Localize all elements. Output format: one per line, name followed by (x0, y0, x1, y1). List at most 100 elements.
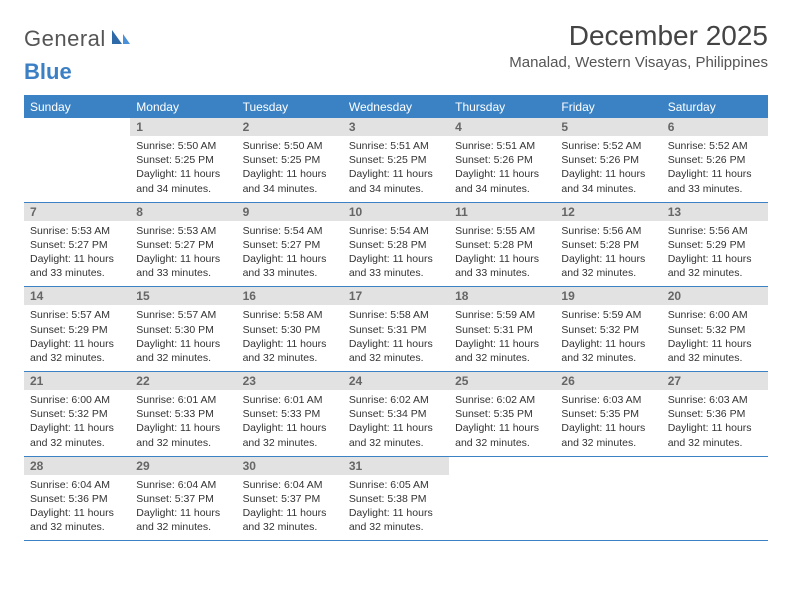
sunset-text: Sunset: 5:33 PM (136, 407, 230, 421)
day-data: Sunrise: 6:04 AMSunset: 5:37 PMDaylight:… (130, 475, 236, 541)
sunrise-text: Sunrise: 6:02 AM (455, 393, 549, 407)
sunrise-text: Sunrise: 6:03 AM (668, 393, 762, 407)
daylight-text: Daylight: 11 hours and 34 minutes. (561, 167, 655, 195)
day-data: Sunrise: 5:50 AMSunset: 5:25 PMDaylight:… (237, 136, 343, 202)
day-number: 27 (662, 372, 768, 390)
dow-wednesday: Wednesday (343, 96, 449, 119)
title-block: December 2025 Manalad, Western Visayas, … (509, 20, 768, 71)
day-cell: 6Sunrise: 5:52 AMSunset: 5:26 PMDaylight… (662, 118, 768, 202)
day-data: Sunrise: 6:02 AMSunset: 5:35 PMDaylight:… (449, 390, 555, 456)
sunrise-text: Sunrise: 5:52 AM (668, 139, 762, 153)
day-data: Sunrise: 6:04 AMSunset: 5:37 PMDaylight:… (237, 475, 343, 541)
day-data: Sunrise: 6:03 AMSunset: 5:36 PMDaylight:… (662, 390, 768, 456)
sunset-text: Sunset: 5:25 PM (349, 153, 443, 167)
sunset-text: Sunset: 5:37 PM (243, 492, 337, 506)
day-number: 17 (343, 287, 449, 305)
day-number: 15 (130, 287, 236, 305)
day-number: 11 (449, 203, 555, 221)
day-data: Sunrise: 5:58 AMSunset: 5:30 PMDaylight:… (237, 305, 343, 371)
daylight-text: Daylight: 11 hours and 32 minutes. (136, 421, 230, 449)
daylight-text: Daylight: 11 hours and 33 minutes. (243, 252, 337, 280)
day-cell (449, 456, 555, 541)
day-data: Sunrise: 6:03 AMSunset: 5:35 PMDaylight:… (555, 390, 661, 456)
sunset-text: Sunset: 5:31 PM (455, 323, 549, 337)
logo-part2: Blue (24, 59, 72, 85)
sunset-text: Sunset: 5:29 PM (30, 323, 124, 337)
sunset-text: Sunset: 5:28 PM (455, 238, 549, 252)
daylight-text: Daylight: 11 hours and 32 minutes. (30, 506, 124, 534)
daylight-text: Daylight: 11 hours and 32 minutes. (349, 506, 443, 534)
day-cell: 12Sunrise: 5:56 AMSunset: 5:28 PMDayligh… (555, 202, 661, 287)
day-data: Sunrise: 5:56 AMSunset: 5:28 PMDaylight:… (555, 221, 661, 287)
daylight-text: Daylight: 11 hours and 34 minutes. (349, 167, 443, 195)
day-number: 20 (662, 287, 768, 305)
sunset-text: Sunset: 5:25 PM (136, 153, 230, 167)
sunset-text: Sunset: 5:36 PM (668, 407, 762, 421)
sunrise-text: Sunrise: 5:53 AM (30, 224, 124, 238)
sunrise-text: Sunrise: 6:01 AM (136, 393, 230, 407)
sunrise-text: Sunrise: 6:05 AM (349, 478, 443, 492)
day-cell: 21Sunrise: 6:00 AMSunset: 5:32 PMDayligh… (24, 372, 130, 457)
day-number: 26 (555, 372, 661, 390)
sunrise-text: Sunrise: 6:04 AM (243, 478, 337, 492)
sunrise-text: Sunrise: 6:04 AM (136, 478, 230, 492)
day-data: Sunrise: 6:04 AMSunset: 5:36 PMDaylight:… (24, 475, 130, 541)
day-data: Sunrise: 5:51 AMSunset: 5:26 PMDaylight:… (449, 136, 555, 202)
sunrise-text: Sunrise: 5:50 AM (136, 139, 230, 153)
daylight-text: Daylight: 11 hours and 32 minutes. (30, 421, 124, 449)
daylight-text: Daylight: 11 hours and 32 minutes. (561, 252, 655, 280)
day-data: Sunrise: 5:57 AMSunset: 5:30 PMDaylight:… (130, 305, 236, 371)
dow-sunday: Sunday (24, 96, 130, 119)
sunrise-text: Sunrise: 5:51 AM (349, 139, 443, 153)
day-data: Sunrise: 5:51 AMSunset: 5:25 PMDaylight:… (343, 136, 449, 202)
day-cell: 31Sunrise: 6:05 AMSunset: 5:38 PMDayligh… (343, 456, 449, 541)
day-data: Sunrise: 6:01 AMSunset: 5:33 PMDaylight:… (130, 390, 236, 456)
sunset-text: Sunset: 5:30 PM (243, 323, 337, 337)
sunrise-text: Sunrise: 5:52 AM (561, 139, 655, 153)
day-cell: 14Sunrise: 5:57 AMSunset: 5:29 PMDayligh… (24, 287, 130, 372)
sunset-text: Sunset: 5:37 PM (136, 492, 230, 506)
day-cell: 7Sunrise: 5:53 AMSunset: 5:27 PMDaylight… (24, 202, 130, 287)
week-row: 1Sunrise: 5:50 AMSunset: 5:25 PMDaylight… (24, 118, 768, 202)
day-cell: 15Sunrise: 5:57 AMSunset: 5:30 PMDayligh… (130, 287, 236, 372)
month-title: December 2025 (509, 20, 768, 52)
sunrise-text: Sunrise: 5:59 AM (455, 308, 549, 322)
sunrise-text: Sunrise: 5:54 AM (349, 224, 443, 238)
daylight-text: Daylight: 11 hours and 32 minutes. (349, 337, 443, 365)
sunset-text: Sunset: 5:28 PM (561, 238, 655, 252)
daylight-text: Daylight: 11 hours and 32 minutes. (455, 337, 549, 365)
sunset-text: Sunset: 5:34 PM (349, 407, 443, 421)
day-cell: 22Sunrise: 6:01 AMSunset: 5:33 PMDayligh… (130, 372, 236, 457)
sunset-text: Sunset: 5:27 PM (30, 238, 124, 252)
calendar-body: 1Sunrise: 5:50 AMSunset: 5:25 PMDaylight… (24, 118, 768, 541)
day-data: Sunrise: 5:58 AMSunset: 5:31 PMDaylight:… (343, 305, 449, 371)
sunset-text: Sunset: 5:32 PM (668, 323, 762, 337)
daylight-text: Daylight: 11 hours and 32 minutes. (668, 252, 762, 280)
sunset-text: Sunset: 5:36 PM (30, 492, 124, 506)
daylight-text: Daylight: 11 hours and 32 minutes. (668, 421, 762, 449)
dow-tuesday: Tuesday (237, 96, 343, 119)
day-cell: 26Sunrise: 6:03 AMSunset: 5:35 PMDayligh… (555, 372, 661, 457)
day-number: 6 (662, 118, 768, 136)
day-cell: 29Sunrise: 6:04 AMSunset: 5:37 PMDayligh… (130, 456, 236, 541)
sunrise-text: Sunrise: 6:00 AM (668, 308, 762, 322)
dow-monday: Monday (130, 96, 236, 119)
day-data: Sunrise: 5:57 AMSunset: 5:29 PMDaylight:… (24, 305, 130, 371)
sunset-text: Sunset: 5:25 PM (243, 153, 337, 167)
sunrise-text: Sunrise: 5:56 AM (561, 224, 655, 238)
day-number: 8 (130, 203, 236, 221)
day-data: Sunrise: 5:59 AMSunset: 5:32 PMDaylight:… (555, 305, 661, 371)
day-data: Sunrise: 6:00 AMSunset: 5:32 PMDaylight:… (24, 390, 130, 456)
daylight-text: Daylight: 11 hours and 32 minutes. (561, 421, 655, 449)
day-cell: 24Sunrise: 6:02 AMSunset: 5:34 PMDayligh… (343, 372, 449, 457)
sunrise-text: Sunrise: 6:02 AM (349, 393, 443, 407)
day-data: Sunrise: 5:52 AMSunset: 5:26 PMDaylight:… (662, 136, 768, 202)
daylight-text: Daylight: 11 hours and 32 minutes. (136, 506, 230, 534)
sunrise-text: Sunrise: 5:50 AM (243, 139, 337, 153)
day-data: Sunrise: 6:01 AMSunset: 5:33 PMDaylight:… (237, 390, 343, 456)
sunrise-text: Sunrise: 5:57 AM (30, 308, 124, 322)
sunrise-text: Sunrise: 5:56 AM (668, 224, 762, 238)
day-number: 14 (24, 287, 130, 305)
day-cell: 25Sunrise: 6:02 AMSunset: 5:35 PMDayligh… (449, 372, 555, 457)
day-data: Sunrise: 5:59 AMSunset: 5:31 PMDaylight:… (449, 305, 555, 371)
